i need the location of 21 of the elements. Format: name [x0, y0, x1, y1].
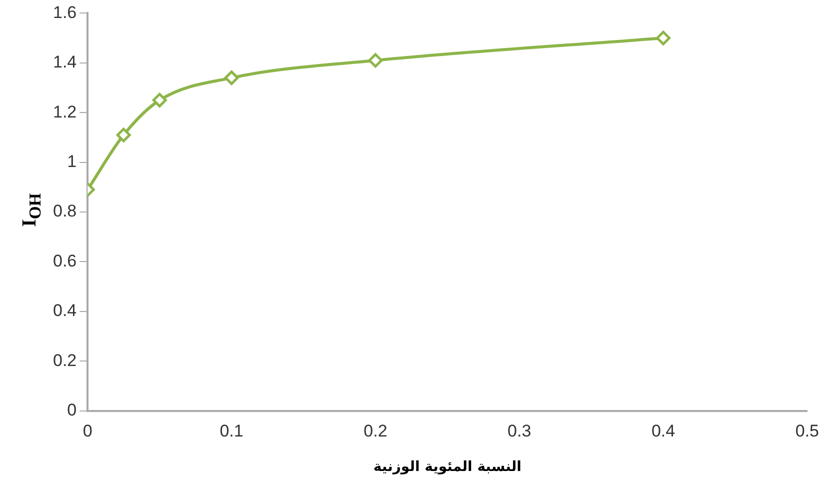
x-tick-label: 0.2: [364, 422, 388, 441]
x-tick-label: 0.5: [795, 422, 820, 441]
y-tick-label: 0.2: [52, 350, 77, 370]
x-tick-label: 0: [82, 422, 92, 441]
y-tick-label: 0: [67, 400, 77, 420]
y-tick-label: 0.8: [52, 202, 77, 221]
point: [368, 53, 383, 68]
point: [152, 92, 167, 108]
point: [116, 128, 131, 142]
y-tick-label: 1.2: [52, 102, 77, 122]
y-tick-label: 1.4: [52, 52, 77, 72]
x-axis-title: النسبة المئوية الوزنية: [373, 459, 522, 476]
y-tick-label: 1.6: [52, 2, 77, 22]
point: [224, 70, 239, 86]
y-tick-label: 1: [67, 152, 77, 171]
y-tick-label: 0.4: [52, 301, 77, 320]
x-tick-label: 0.4: [651, 422, 676, 441]
y-tick-label: 0.6: [52, 251, 77, 270]
x-tick-label: 0.3: [508, 422, 532, 441]
point: [656, 30, 671, 46]
x-tick-label: 0.1: [220, 422, 244, 441]
